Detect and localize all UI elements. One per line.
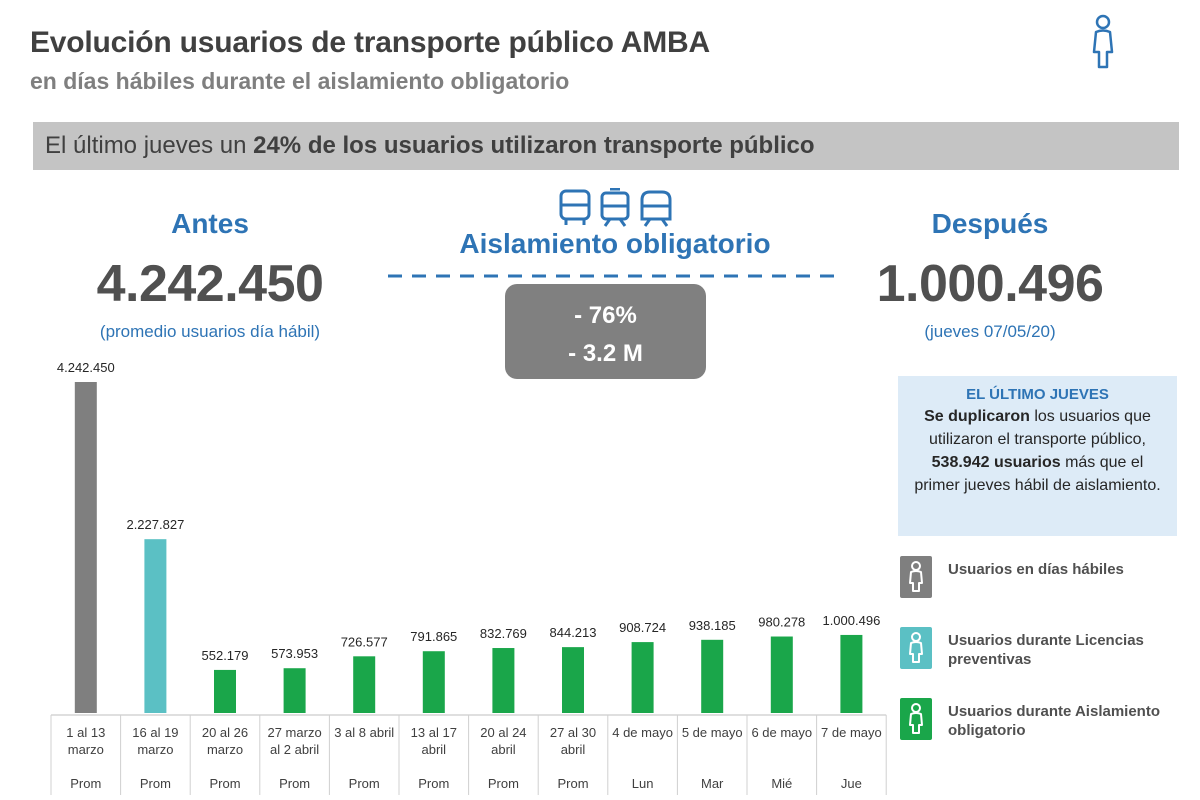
- info-bold-2: 538.942 usuarios: [931, 454, 1061, 471]
- bar: [770, 636, 793, 713]
- bus-icon: [559, 189, 591, 225]
- banner-text: El último jueves un 24% de los usuarios …: [45, 132, 815, 160]
- tick-label: 7 de mayo: [821, 725, 882, 740]
- tick-label: marzo: [207, 742, 243, 757]
- tick-label: 4 de mayo: [612, 725, 673, 740]
- info-title: EL ÚLTIMO JUEVES: [966, 386, 1109, 403]
- tick-label: abril: [561, 742, 586, 757]
- bar: [353, 656, 376, 713]
- train-icon: [600, 187, 630, 227]
- tick-label: 1 al 13: [66, 725, 105, 740]
- sub-label: Prom: [557, 776, 588, 791]
- legend-item-preventive: Usuarios durante Licencias preventivas: [900, 627, 1180, 671]
- info-body: Se duplicaron los usuarios que utilizaro…: [898, 405, 1177, 497]
- value-label: 573.953: [271, 646, 318, 661]
- legend-label: Usuarios durante Licencias preventivas: [948, 632, 1144, 668]
- transport-icons: [558, 187, 674, 228]
- tick-label: marzo: [68, 742, 104, 757]
- before-label: Antes: [171, 208, 249, 239]
- banner-highlight: 24% de los usuarios utilizaron transport…: [253, 132, 815, 159]
- info-text-2: más que el primer jueves hábil de aislam…: [914, 454, 1161, 494]
- sub-label: Prom: [70, 776, 101, 791]
- value-label: 4.242.450: [57, 360, 115, 375]
- sub-label: Prom: [140, 776, 171, 791]
- tick-label: abril: [422, 742, 447, 757]
- bar: [214, 669, 236, 713]
- page-title: Evolución usuarios de transporte público…: [30, 26, 710, 59]
- sub-label: Mié: [771, 776, 792, 791]
- sub-label: Jue: [841, 776, 862, 791]
- after-value: 1.000.496: [876, 255, 1104, 313]
- bar: [283, 668, 306, 713]
- drop-box: - 76% - 3.2 M: [505, 284, 706, 379]
- bar: [74, 382, 97, 713]
- metro-icon: [640, 190, 672, 227]
- tick-label: marzo: [137, 742, 173, 757]
- bar: [631, 642, 654, 713]
- info-text-1: los usuarios que utilizaron el transport…: [928, 408, 1151, 448]
- tick-label: al 2 abril: [270, 742, 319, 757]
- value-label: 2.227.827: [126, 517, 184, 532]
- legend-item-regular: Usuarios en días hábiles: [900, 556, 1180, 600]
- bar: [144, 539, 167, 713]
- tick-label: 6 de mayo: [751, 725, 812, 740]
- person-icon: [1090, 14, 1116, 70]
- person-icon: [900, 698, 932, 740]
- legend-label: Usuarios en días hábiles: [948, 561, 1124, 578]
- tick-label: 20 al 26: [202, 725, 248, 740]
- summary-banner: El último jueves un 24% de los usuarios …: [33, 122, 1179, 170]
- page-subtitle: en días hábiles durante el aislamiento o…: [30, 68, 570, 94]
- drop-absolute: - 3.2 M: [568, 340, 643, 367]
- tick-label: abril: [491, 742, 516, 757]
- bar: [422, 651, 445, 713]
- value-label: 791.865: [410, 629, 457, 644]
- before-note: (promedio usuarios día hábil): [99, 322, 321, 341]
- tick-label: 5 de mayo: [682, 725, 743, 740]
- bar: [492, 648, 515, 713]
- banner-prefix: El último jueves un: [45, 132, 254, 159]
- bar: [701, 639, 724, 713]
- sub-label: Prom: [209, 776, 240, 791]
- after-note: (jueves 07/05/20): [924, 322, 1056, 341]
- person-icon: [900, 556, 932, 598]
- bar: [562, 647, 584, 713]
- value-label: 1.000.496: [822, 613, 880, 628]
- info-box: EL ÚLTIMO JUEVES Se duplicaron los usuar…: [898, 376, 1177, 536]
- value-label: 938.185: [689, 618, 736, 633]
- value-label: 980.278: [758, 615, 805, 630]
- drop-percent: - 76%: [574, 302, 637, 329]
- legend-label: Usuarios durante Aislamiento obligatorio: [948, 703, 1160, 739]
- isolation-label: Aislamiento obligatorio: [459, 228, 771, 259]
- value-label: 844.213: [550, 625, 597, 640]
- bar-chart: 4.242.450 2.227.827 552.179 573.953 726.577 7…: [50, 360, 887, 795]
- tick-label: 27 marzo: [267, 725, 321, 740]
- value-label: 726.577: [341, 634, 388, 649]
- before-value: 4.242.450: [96, 255, 324, 313]
- sub-label: Mar: [701, 776, 724, 791]
- tick-label: 16 al 19: [132, 725, 178, 740]
- value-label: 908.724: [619, 620, 666, 635]
- legend-item-isolation: Usuarios durante Aislamiento obligatorio: [900, 698, 1180, 742]
- sub-label: Lun: [632, 776, 654, 791]
- value-label: 552.179: [202, 648, 249, 663]
- bar: [840, 634, 863, 713]
- sub-label: Prom: [349, 776, 380, 791]
- tick-label: 27 al 30: [550, 725, 596, 740]
- timeline-divider: [388, 268, 838, 278]
- tick-label: 3 al 8 abril: [334, 725, 394, 740]
- sub-label: Prom: [488, 776, 519, 791]
- tick-label: 13 al 17: [411, 725, 457, 740]
- sub-label: Prom: [279, 776, 310, 791]
- after-label: Después: [931, 208, 1049, 239]
- info-bold-1: Se duplicaron: [924, 408, 1030, 425]
- tick-label: 20 al 24: [480, 725, 526, 740]
- sub-label: Prom: [418, 776, 449, 791]
- value-label: 832.769: [480, 626, 527, 641]
- person-icon: [900, 627, 932, 669]
